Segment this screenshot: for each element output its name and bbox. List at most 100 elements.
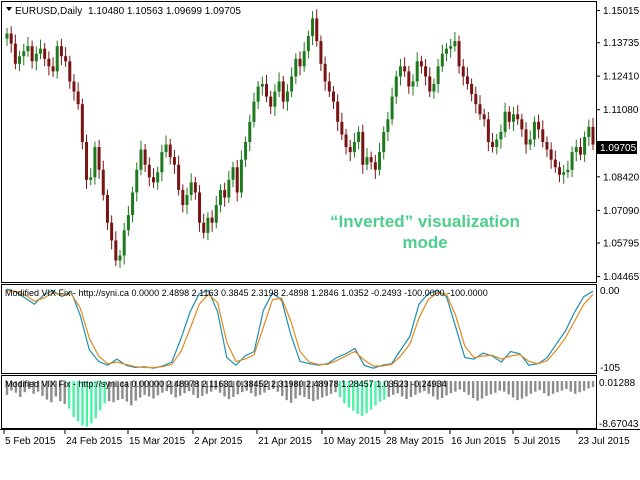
vix-bar	[76, 381, 80, 422]
vix-bar	[298, 381, 302, 396]
candle	[507, 106, 511, 130]
candle	[198, 185, 202, 232]
time-tick-label: 5 Jul 2015	[514, 436, 561, 447]
candle	[177, 155, 181, 196]
vix-bar	[511, 381, 515, 398]
vix-bar	[551, 381, 555, 394]
candle	[277, 72, 281, 98]
vix-bar	[365, 381, 368, 414]
candle	[256, 80, 260, 109]
time-tick-label: 21 Apr 2015	[258, 436, 312, 447]
candle	[331, 86, 335, 109]
vix-bar	[476, 381, 479, 401]
candle	[315, 9, 319, 47]
candle	[336, 94, 340, 131]
candle	[248, 114, 252, 152]
vix-bar	[294, 381, 297, 399]
vix-bar	[529, 381, 533, 394]
vix-bar	[10, 381, 13, 391]
candle	[252, 92, 256, 128]
candle	[578, 137, 582, 161]
vix-bar	[352, 381, 355, 411]
chevron-down-icon[interactable]	[6, 7, 12, 11]
candle	[13, 34, 17, 70]
vix-bar	[369, 381, 373, 410]
candle	[139, 140, 143, 176]
price-tick-label: 1.12410	[603, 72, 640, 83]
vix-bar	[138, 381, 142, 398]
candle	[281, 75, 285, 109]
candle	[34, 46, 38, 71]
vix-bar	[427, 381, 430, 394]
time-tick-label: 15 Mar 2015	[129, 436, 186, 447]
candle	[30, 40, 34, 69]
vix-lines-label: Modified VIX Fix - http://syni.ca 0.0000…	[5, 288, 488, 298]
candle	[302, 42, 306, 72]
vix-bar	[463, 381, 466, 393]
candle	[436, 59, 440, 94]
candle	[235, 159, 239, 202]
candle	[478, 95, 482, 120]
vix-bar	[103, 381, 106, 404]
candle	[357, 126, 361, 150]
vix-bar	[525, 381, 528, 397]
vix-bar	[161, 381, 164, 393]
vix-bar	[152, 381, 155, 399]
vix-bar	[272, 381, 275, 390]
candle	[503, 102, 507, 138]
candle	[415, 52, 419, 88]
vix-bars-layer	[5, 381, 595, 427]
vix-bar	[343, 381, 346, 404]
candle	[516, 105, 520, 125]
vix-line-1	[6, 288, 594, 369]
candle	[348, 139, 352, 162]
vix-bar	[249, 381, 253, 394]
candle	[64, 47, 68, 67]
time-tick-label: 23 Jul 2015	[578, 436, 630, 447]
vix-bar	[63, 381, 66, 404]
candle	[432, 78, 436, 99]
vix-bar	[338, 381, 342, 397]
candle	[101, 160, 105, 201]
candle	[210, 210, 214, 232]
vix-bar	[5, 381, 9, 395]
vix-lines-layer	[6, 288, 594, 369]
time-tick-label: 16 Jun 2015	[451, 436, 506, 447]
candle	[365, 148, 369, 171]
vix-bar	[267, 381, 271, 391]
time-tick-label: 24 Feb 2015	[66, 436, 123, 447]
vix-bar	[112, 381, 115, 403]
candle	[386, 111, 390, 141]
current-price-badge	[597, 141, 637, 154]
vix-bar	[405, 381, 408, 400]
candle	[545, 136, 549, 157]
vix-bar	[436, 381, 439, 400]
vix-bar	[356, 381, 359, 414]
candle	[566, 160, 570, 178]
price-tick-label: 1.15015	[603, 6, 640, 17]
vix-bar	[116, 381, 120, 401]
candle	[398, 59, 402, 86]
candle	[465, 67, 469, 90]
vix-bar	[174, 381, 177, 398]
candle	[164, 135, 168, 158]
candle	[135, 162, 139, 202]
main-price-panel[interactable]	[1, 1, 597, 283]
candle	[532, 116, 536, 147]
vix-bar	[489, 381, 493, 395]
candle	[306, 30, 310, 59]
time-tick-label: 10 May 2015	[323, 436, 381, 447]
vix-bar	[170, 381, 173, 395]
vix-bar	[276, 381, 280, 392]
candle	[361, 124, 365, 174]
vix-bar	[147, 381, 151, 397]
candle	[89, 168, 93, 186]
candle	[428, 67, 432, 98]
candle	[168, 138, 172, 165]
candle	[407, 65, 411, 94]
candle	[495, 133, 499, 155]
candle	[147, 157, 151, 187]
vix-bar	[72, 381, 75, 418]
candle	[537, 114, 541, 139]
